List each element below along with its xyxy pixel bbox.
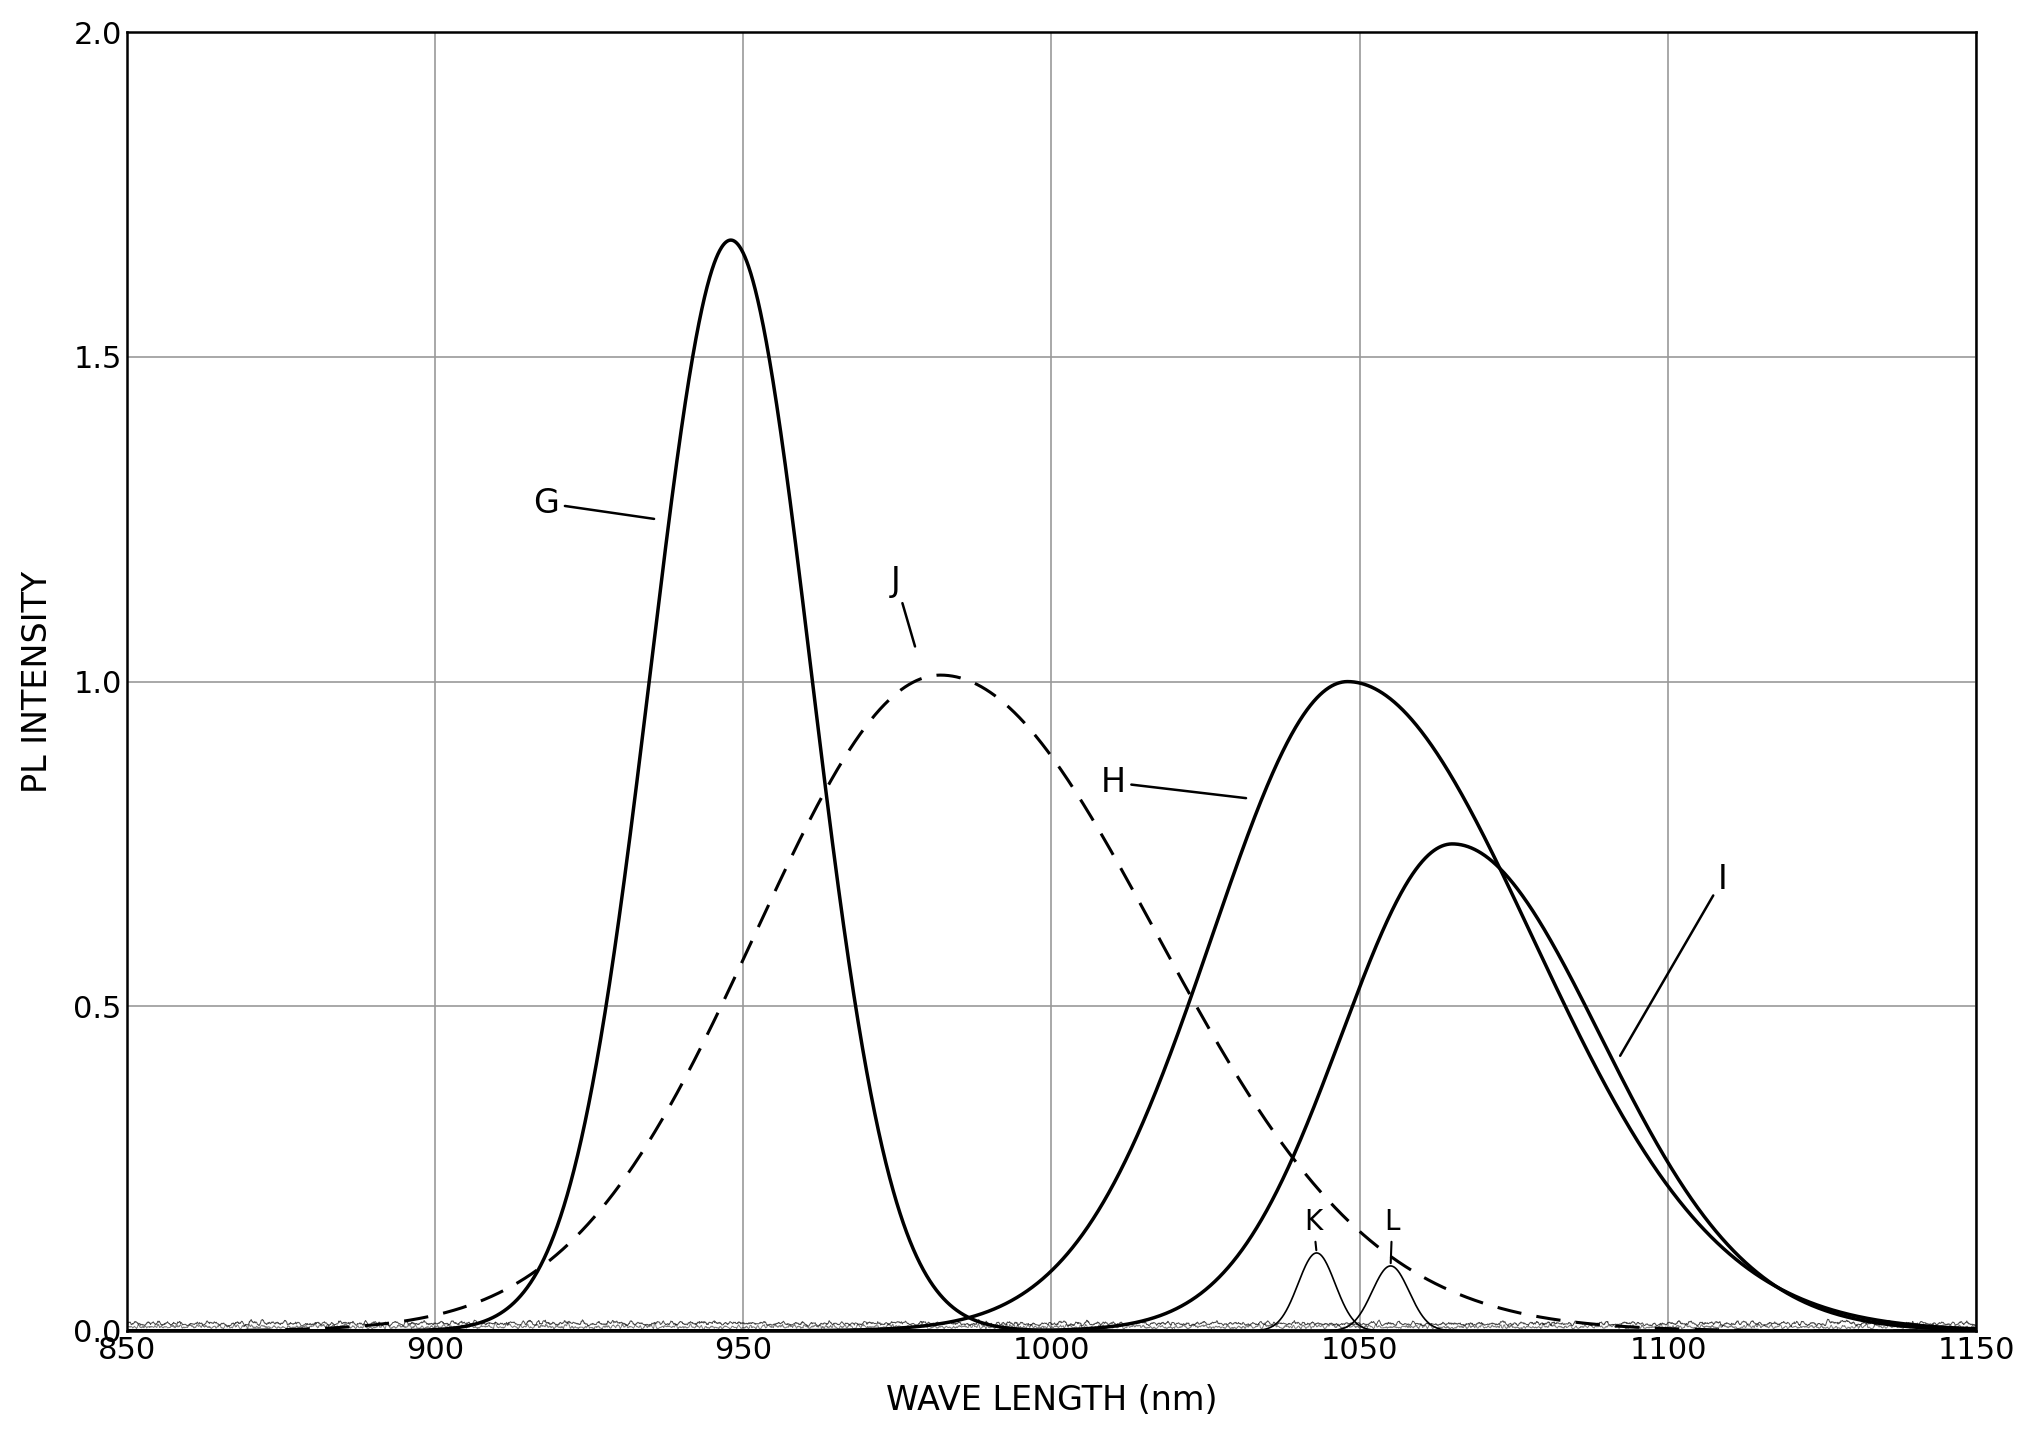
- Text: L: L: [1384, 1208, 1401, 1263]
- Text: H: H: [1101, 766, 1246, 800]
- Text: K: K: [1305, 1208, 1323, 1250]
- Y-axis label: PL INTENSITY: PL INTENSITY: [20, 571, 53, 792]
- Text: G: G: [533, 487, 654, 519]
- Text: I: I: [1621, 863, 1727, 1055]
- Text: J: J: [892, 565, 914, 647]
- X-axis label: WAVE LENGTH (nm): WAVE LENGTH (nm): [886, 1385, 1218, 1418]
